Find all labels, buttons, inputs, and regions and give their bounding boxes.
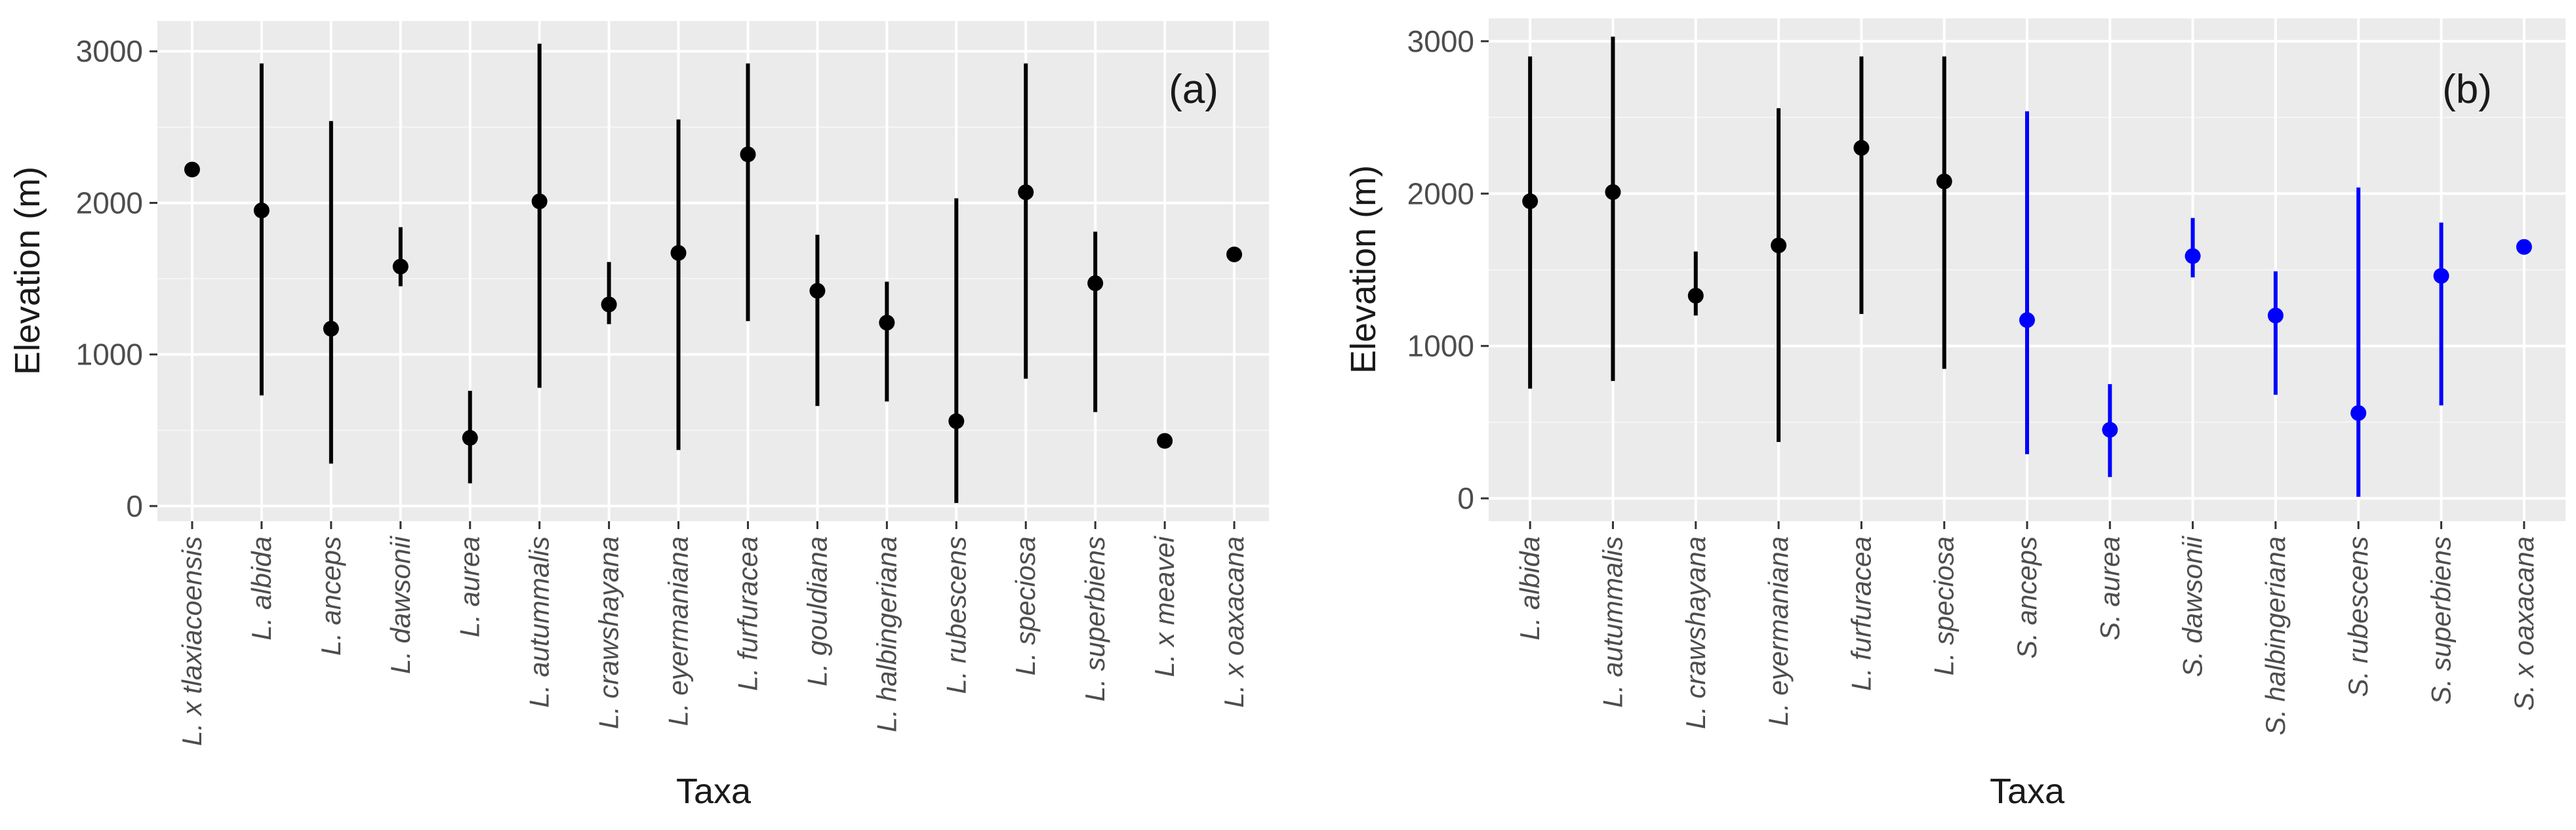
mean-point <box>462 429 478 446</box>
x-tick-label: L. aurea <box>454 536 485 637</box>
mean-point <box>2433 267 2449 284</box>
y-tick-label: 0 <box>126 489 143 523</box>
mean-point <box>1018 184 1034 201</box>
x-tick-label: L. autummalis <box>1597 536 1628 707</box>
mean-point <box>1157 433 1173 449</box>
mean-point <box>1853 140 1870 156</box>
mean-point <box>2019 312 2035 328</box>
mean-point <box>1087 275 1104 291</box>
mean-point <box>809 283 826 299</box>
mean-point <box>1936 173 1952 189</box>
x-tick-label: L. eyermaniana <box>663 536 694 726</box>
mean-point <box>1605 184 1621 200</box>
mean-point <box>670 245 687 261</box>
x-tick-label: S. anceps <box>2011 536 2042 659</box>
mean-point <box>740 146 756 163</box>
panel-tag: (b) <box>2442 67 2492 112</box>
mean-point <box>1522 193 1539 209</box>
x-tick-label: S. x oaxacana <box>2508 536 2539 711</box>
x-tick-label: S. aurea <box>2094 536 2125 641</box>
mean-point <box>2350 405 2367 421</box>
mean-point <box>2267 307 2284 324</box>
mean-point <box>2102 422 2118 438</box>
mean-point <box>2184 248 2201 264</box>
x-tick-label: L. x oaxacana <box>1218 536 1249 708</box>
x-tick-label: L. eyermaniana <box>1763 536 1794 726</box>
x-tick-label: S. superbiens <box>2426 536 2457 705</box>
x-tick-label: S. halbingeriana <box>2260 536 2291 736</box>
panel-tag: (a) <box>1169 67 1218 112</box>
x-tick-label: L. furfuracea <box>1845 536 1876 691</box>
y-tick-label: 3000 <box>76 34 143 68</box>
x-tick-label: L. furfuracea <box>732 536 763 691</box>
x-tick-label: S. rubescens <box>2343 536 2373 697</box>
x-tick-label: L. halbingeriana <box>871 536 902 732</box>
x-tick-label: L. autummalis <box>524 536 555 707</box>
mean-point <box>1226 247 1243 263</box>
mean-point <box>392 258 409 275</box>
x-tick-label: L. dawsonii <box>385 535 416 674</box>
panel-b-chart: 0 1000 2000 3000 L. albida L. autummalis L. cr… <box>1344 18 2566 811</box>
mean-point <box>601 296 617 313</box>
mean-point <box>1687 288 1704 304</box>
x-tick-label: L. albida <box>1514 536 1545 641</box>
x-tick-label: L. rubescens <box>940 536 971 694</box>
y-tick-label: 0 <box>1457 481 1474 515</box>
y-tick-label: 1000 <box>76 338 143 372</box>
mean-point <box>184 161 200 178</box>
mean-point <box>531 193 548 210</box>
x-tick-label: L. superbiens <box>1079 536 1110 702</box>
y-axis-title: Elevation (m) <box>1344 165 1383 374</box>
mean-point <box>879 315 895 331</box>
x-axis-title: Taxa <box>1990 772 2065 811</box>
x-tick-label: L. albida <box>246 536 277 641</box>
x-tick-label: L. x meavei <box>1149 535 1180 677</box>
mean-point <box>2516 239 2532 255</box>
mean-point <box>323 321 339 337</box>
x-tick-label: L. x tlaxiacoensis <box>176 536 207 746</box>
mean-point <box>1771 237 1787 254</box>
mean-point <box>253 203 270 219</box>
x-axis-title: Taxa <box>676 772 752 811</box>
y-tick-label: 2000 <box>76 186 143 220</box>
x-tick-label: S. dawsonii <box>2177 535 2208 677</box>
x-tick-label: L. crawshayana <box>594 536 624 729</box>
x-tick-label: L. gouldiana <box>801 536 832 686</box>
y-tick-label: 2000 <box>1407 176 1474 210</box>
x-tick-label: L. speciosa <box>1010 536 1041 675</box>
x-tick-label: L. speciosa <box>1929 536 1960 675</box>
y-axis-title: Elevation (m) <box>8 167 47 375</box>
panel-a-chart: 0 1000 2000 3000 L. x tlaxiacoensis L. albida… <box>8 21 1269 811</box>
x-tick-label: L. crawshayana <box>1680 536 1711 729</box>
y-tick-label: 3000 <box>1407 24 1474 58</box>
y-tick-label: 1000 <box>1407 329 1474 363</box>
mean-point <box>948 413 965 429</box>
plot-background <box>157 21 1269 521</box>
x-tick-label: L. anceps <box>315 536 346 656</box>
